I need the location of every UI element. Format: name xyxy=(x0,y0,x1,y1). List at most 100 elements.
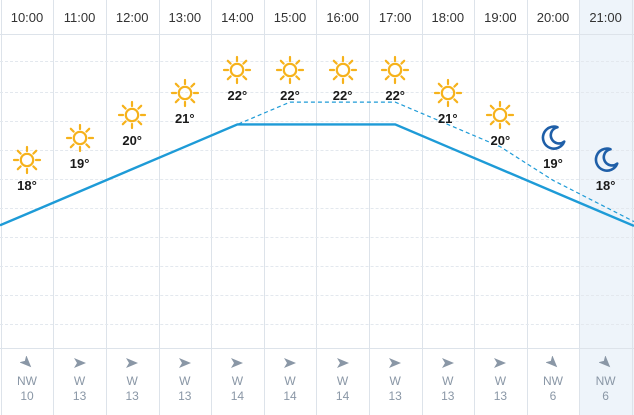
sun-icon xyxy=(12,145,42,180)
hour-label: 15:00 xyxy=(273,10,307,25)
hour-label: 17:00 xyxy=(378,10,412,25)
wind-direction: NW xyxy=(595,374,616,388)
hour-label: 12:00 xyxy=(115,10,149,25)
wind-direction: W xyxy=(442,374,454,388)
temperature-label: 19° xyxy=(69,155,90,171)
wind-cell: W 13 xyxy=(426,352,470,404)
wind-speed: 13 xyxy=(441,389,455,403)
wind-direction: W xyxy=(179,374,191,388)
moon-icon xyxy=(591,145,621,180)
wind-direction: W xyxy=(389,374,401,388)
temperature-line xyxy=(0,123,634,228)
hour-label: 19:00 xyxy=(484,10,517,25)
wind-direction: W xyxy=(336,374,349,388)
wind-speed: 14 xyxy=(283,389,297,403)
wind-cell: NW 10 xyxy=(5,352,49,404)
arrow-east-icon xyxy=(441,358,454,368)
column-divider xyxy=(474,0,475,415)
hour-label: 21:00 xyxy=(589,10,622,25)
hour-label: 20:00 xyxy=(536,10,570,25)
hour-header-row xyxy=(0,0,634,35)
grid-line xyxy=(0,179,634,180)
wind-cell: W 14 xyxy=(215,352,259,404)
wind-direction: W xyxy=(494,374,507,388)
hour-label: 14:00 xyxy=(221,10,254,25)
column-divider xyxy=(1,0,2,415)
temperature-label: 18° xyxy=(595,177,616,193)
wind-speed: 14 xyxy=(230,389,245,403)
wind-cell: W 13 xyxy=(478,352,522,404)
hour-label: 13:00 xyxy=(168,10,202,25)
grid-line xyxy=(0,61,634,62)
wind-speed: 13 xyxy=(493,389,508,403)
grid-line xyxy=(0,208,634,209)
sun-icon xyxy=(433,78,463,113)
wind-speed: 13 xyxy=(388,389,402,403)
wind-cell: W 13 xyxy=(373,352,417,404)
wind-cell: NW 6 xyxy=(584,352,628,404)
temperature-label: 20° xyxy=(122,133,143,149)
wind-speed: 6 xyxy=(549,389,557,403)
arrow-east-icon xyxy=(231,358,244,368)
grid-line xyxy=(0,295,634,296)
sun-icon xyxy=(170,78,200,113)
sun-icon xyxy=(485,100,515,135)
grid-line xyxy=(0,324,634,325)
wind-cell: W 14 xyxy=(268,352,312,404)
column-divider xyxy=(106,0,107,415)
wind-cell: W 13 xyxy=(110,352,154,404)
wind-cell: NW 6 xyxy=(531,352,575,404)
temperature-label: 20° xyxy=(490,133,511,149)
sun-icon xyxy=(275,55,305,90)
temperature-label: 19° xyxy=(543,155,563,171)
arrow-east-icon xyxy=(336,358,349,368)
column-divider xyxy=(527,0,528,415)
sun-icon xyxy=(380,55,410,90)
temperature-label: 21° xyxy=(174,110,195,126)
temperature-label: 18° xyxy=(17,177,37,193)
sun-icon xyxy=(328,55,358,90)
arrow-southeast-icon xyxy=(546,356,558,368)
column-divider xyxy=(579,0,580,415)
column-divider xyxy=(422,0,423,415)
sun-icon xyxy=(117,100,147,135)
wind-speed: 13 xyxy=(72,389,87,403)
arrow-east-icon xyxy=(126,358,139,368)
wind-speed: 14 xyxy=(335,389,350,403)
grid-line xyxy=(0,150,634,151)
temperature-label: 21° xyxy=(437,110,458,126)
hour-label: 11:00 xyxy=(63,10,96,25)
grid-line xyxy=(0,266,634,267)
wind-direction: NW xyxy=(17,374,37,388)
wind-direction: W xyxy=(126,374,138,388)
arrow-east-icon xyxy=(284,358,296,368)
arrow-east-icon xyxy=(389,358,402,368)
column-divider xyxy=(159,0,160,415)
column-divider xyxy=(632,0,633,415)
wind-direction: NW xyxy=(543,374,563,388)
wind-speed: 6 xyxy=(602,389,609,403)
wind-cell: W 14 xyxy=(321,352,365,404)
arrow-southeast-icon xyxy=(598,356,610,368)
wind-row-divider xyxy=(0,348,634,349)
arrow-east-icon xyxy=(494,358,507,368)
wind-speed: 13 xyxy=(178,389,192,403)
column-divider xyxy=(369,0,370,415)
column-divider xyxy=(264,0,265,415)
hour-label: 10:00 xyxy=(10,10,44,25)
wind-direction: W xyxy=(73,374,86,388)
wind-speed: 10 xyxy=(20,389,34,403)
grid-line xyxy=(0,121,634,122)
temperature-label: 22° xyxy=(280,88,300,104)
temperature-label: 22° xyxy=(385,88,406,104)
grid-line xyxy=(0,92,634,93)
wind-cell: W 13 xyxy=(163,352,207,404)
temperature-label: 22° xyxy=(227,88,248,104)
wind-speed: 13 xyxy=(125,389,139,403)
wind-cell: W 13 xyxy=(58,352,102,404)
wind-direction: W xyxy=(231,374,244,388)
wind-direction: W xyxy=(284,374,296,388)
moon-icon xyxy=(538,123,568,158)
